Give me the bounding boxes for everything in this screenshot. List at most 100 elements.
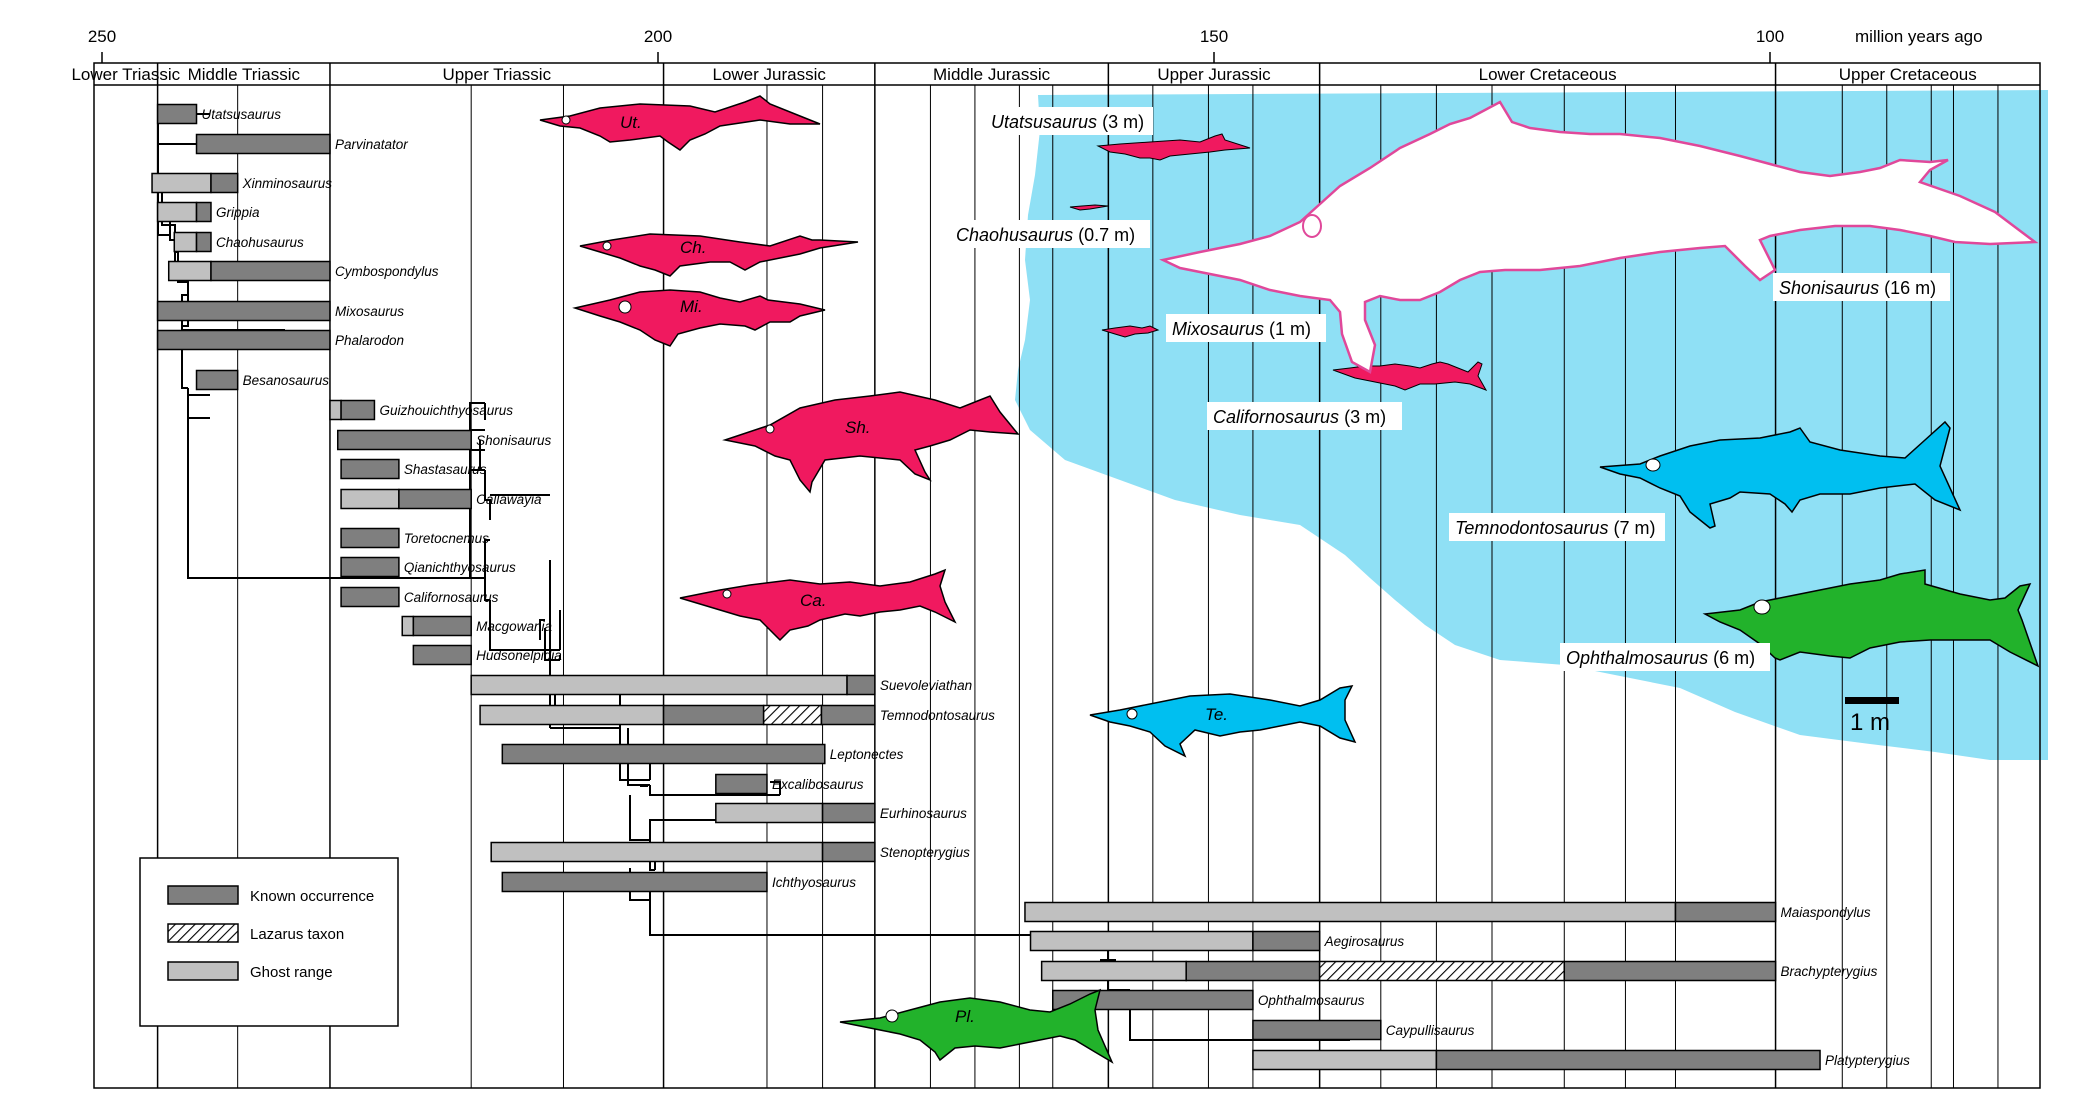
silhouette-label-ch: Ch. xyxy=(680,238,706,257)
silhouette-sh: Sh. xyxy=(722,391,1020,494)
range-bar-known xyxy=(1252,1019,1382,1041)
legend-label-ghost: Ghost range xyxy=(250,964,333,981)
silhouette-label-te: Te. xyxy=(1205,705,1228,724)
range-bar-known xyxy=(195,231,212,253)
range-bars xyxy=(151,103,1821,1071)
scale-bar: 1 m xyxy=(1845,697,1899,736)
scale-bar-label: 1 m xyxy=(1850,709,1890,736)
taxon-label: Suevoleviathan xyxy=(880,678,972,693)
silhouette-label-ca: Ca. xyxy=(800,591,826,610)
range-bar-ghost xyxy=(1029,930,1254,952)
taxon-label: Utatsusaurus xyxy=(202,107,282,122)
range-bar-ghost xyxy=(1252,1049,1438,1071)
size-label-ophthalmosaurus: Ophthalmosaurus (6 m) xyxy=(1560,643,1770,671)
range-bar-known xyxy=(1052,989,1254,1011)
svg-text:Shonisaurus (16 m): Shonisaurus (16 m) xyxy=(1779,278,1936,298)
axis-tick-label: 250 xyxy=(88,27,116,46)
range-bar-known xyxy=(1674,901,1777,923)
silhouette-label-pl: Pl. xyxy=(955,1007,975,1026)
taxon-label: Grippia xyxy=(216,205,260,220)
legend-swatch-lazarus xyxy=(167,923,239,943)
silhouette-pl: Pl. xyxy=(839,988,1114,1064)
legend: Known occurrence Lazarus taxon Ghost ran… xyxy=(139,857,399,1027)
range-bar-ghost xyxy=(329,399,342,421)
taxon-label: Hudsonelpidia xyxy=(476,648,562,663)
taxon-label: Temnodontosaurus xyxy=(880,708,995,723)
silhouette-te: Te. xyxy=(1089,685,1357,758)
taxon-label: Leptonectes xyxy=(830,747,904,762)
range-bar-known xyxy=(821,841,876,863)
size-label-shonisaurus: Shonisaurus (16 m) xyxy=(1773,273,1950,301)
taxon-label: Phalarodon xyxy=(335,333,404,348)
svg-text:Utatsusaurus (3 m): Utatsusaurus (3 m) xyxy=(991,112,1144,132)
size-silhouette-chaohusaurus xyxy=(1069,204,1109,211)
range-bar-known xyxy=(340,458,400,480)
range-bar-known xyxy=(820,704,876,726)
taxon-label: Ophthalmosaurus xyxy=(1258,993,1365,1008)
range-bar-known xyxy=(340,527,400,549)
range-bar-ghost xyxy=(715,802,824,824)
range-bar-known xyxy=(1435,1049,1821,1071)
taxon-label: Cymbospondylus xyxy=(335,264,439,279)
range-bar-ghost xyxy=(156,201,198,223)
period-label: Middle Jurassic xyxy=(933,65,1051,84)
taxon-label: Guizhouichthyosaurus xyxy=(379,403,513,418)
taxon-label: Platypterygius xyxy=(1825,1053,1910,1068)
range-bar-known xyxy=(715,773,768,795)
size-silhouette-shonisaurus xyxy=(1159,100,2039,374)
range-bar-known xyxy=(501,871,768,893)
range-bar-ghost xyxy=(1040,960,1187,982)
range-bar-known xyxy=(662,704,765,726)
taxon-label: Macgowania xyxy=(476,619,552,634)
period-label: Lower Triassic xyxy=(71,65,180,84)
range-bar-known xyxy=(501,743,826,765)
taxon-label: Maiaspondylus xyxy=(1781,905,1871,920)
range-bar-lazarus xyxy=(1318,960,1566,982)
svg-text:Californosaurus (3 m): Californosaurus (3 m) xyxy=(1213,407,1386,427)
range-bar-ghost xyxy=(401,615,415,637)
silhouette-ch: Ch. xyxy=(579,233,859,277)
chart-frame xyxy=(93,62,2041,1089)
range-bar-ghost xyxy=(490,841,824,863)
range-bar-ghost xyxy=(151,172,212,194)
taxon-label: Brachypterygius xyxy=(1781,964,1878,979)
range-bar-known xyxy=(195,369,239,391)
legend-swatch-ghost xyxy=(167,961,239,981)
silhouette-ut: Ut. xyxy=(539,95,821,151)
taxon-label: Chaohusaurus xyxy=(216,235,304,250)
range-bar-ghost xyxy=(167,260,212,282)
size-silhouette-temnodontosaurus-eye xyxy=(1645,458,1661,472)
silhouette-label-mi: Mi. xyxy=(680,297,703,316)
range-bar-known xyxy=(1185,960,1321,982)
range-bar-known xyxy=(398,488,472,510)
range-bar-ghost xyxy=(479,704,665,726)
taxon-label: Eurhinosaurus xyxy=(880,806,967,821)
silhouettes: Ut. Ch. Mi. Sh. Ca. Te. xyxy=(539,95,2040,1064)
taxon-label: Californosaurus xyxy=(404,590,499,605)
range-bar-known xyxy=(1563,960,1777,982)
size-label-utatsusaurus: Utatsusaurus (3 m) xyxy=(983,107,1153,135)
range-bar-ghost xyxy=(340,488,400,510)
taxon-label: Qianichthyosaurus xyxy=(404,560,516,575)
range-bar-known xyxy=(846,674,876,696)
range-bar-known xyxy=(336,429,472,451)
taxon-label: Excalibosaurus xyxy=(772,777,864,792)
svg-text:Chaohusaurus (0.7 m): Chaohusaurus (0.7 m) xyxy=(956,225,1135,245)
range-bar-known xyxy=(156,329,331,351)
range-bar-known xyxy=(412,644,472,666)
range-bar-known xyxy=(156,103,198,125)
range-bar-ghost xyxy=(470,674,848,696)
period-label: Upper Cretaceous xyxy=(1839,65,1977,84)
svg-text:Mixosaurus (1 m): Mixosaurus (1 m) xyxy=(1172,319,1311,339)
period-label: Upper Jurassic xyxy=(1157,65,1271,84)
silhouette-mi: Mi. xyxy=(572,289,826,347)
axis-unit-label: million years ago xyxy=(1855,27,1983,46)
taxon-label: Toretocnemus xyxy=(404,531,489,546)
size-silhouette-ophthalmosaurus xyxy=(1702,569,2040,668)
range-bar-known xyxy=(1252,930,1321,952)
period-label: Lower Jurassic xyxy=(713,65,827,84)
taxon-label: Besanosaurus xyxy=(243,373,330,388)
taxon-label: Shastasaurus xyxy=(404,462,487,477)
range-bar-known xyxy=(340,586,400,608)
